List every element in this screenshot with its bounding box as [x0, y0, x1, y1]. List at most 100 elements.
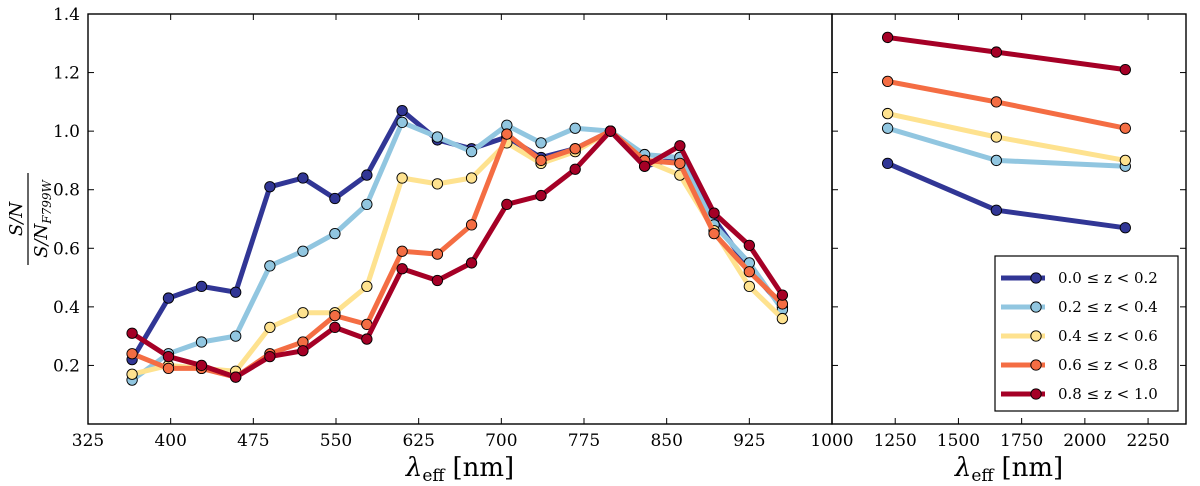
data-point — [465, 219, 478, 231]
data-point — [396, 116, 408, 129]
data-point — [501, 128, 513, 140]
data-point — [638, 160, 651, 172]
data-point — [329, 227, 341, 240]
series-2 — [881, 107, 1131, 167]
data-point — [569, 122, 581, 134]
legend: 0.0 ≤ z < 0.2 0.2 ≤ z < 0.4 0.4 ≤ z < 0.6 0… — [994, 255, 1179, 412]
data-point — [126, 368, 138, 380]
x-tick-label: 1500 — [937, 431, 980, 451]
series-0 — [881, 157, 1131, 234]
legend-marker — [1030, 359, 1042, 371]
data-point — [329, 321, 341, 334]
data-point — [990, 204, 1003, 216]
data-point — [569, 143, 581, 155]
data-point — [465, 172, 478, 184]
data-point — [990, 154, 1003, 167]
data-point — [396, 245, 408, 257]
data-point — [674, 140, 686, 152]
y-axis-label: S/NS/NF799W — [6, 173, 54, 265]
data-point — [361, 198, 373, 211]
data-point — [776, 312, 789, 325]
series-4 — [881, 31, 1131, 76]
data-point — [1119, 154, 1131, 167]
y-tick-label: 0.8 — [53, 181, 80, 201]
y-tick-label: 1.4 — [53, 5, 80, 25]
series-line — [129, 128, 785, 380]
data-point — [881, 31, 894, 44]
series-1 — [881, 122, 1131, 172]
legend-marker — [1030, 301, 1042, 313]
data-point — [195, 280, 208, 293]
data-point — [743, 239, 755, 252]
data-point — [264, 260, 276, 272]
legend-item: 0.6 ≤ z < 0.8 — [1001, 356, 1158, 374]
x-tick-label: 2250 — [1126, 431, 1169, 451]
data-point — [297, 245, 309, 257]
plot-frame-infrared — [831, 13, 1187, 425]
data-point — [743, 266, 755, 278]
data-point — [297, 172, 309, 184]
x-tick-label: 2000 — [1063, 431, 1106, 451]
data-point — [708, 227, 720, 240]
data-point — [990, 96, 1003, 108]
data-point — [1119, 222, 1131, 234]
x-tick-label: 325 — [72, 431, 104, 451]
legend-marker — [1030, 330, 1042, 342]
legend-label: 0.8 ≤ z < 1.0 — [1058, 385, 1158, 403]
data-point — [162, 350, 175, 363]
series-line — [885, 160, 1128, 231]
data-point — [535, 154, 547, 167]
data-point — [881, 75, 894, 88]
data-point — [431, 274, 444, 287]
data-point — [604, 125, 617, 137]
y-label-denominator: S/NF799W — [31, 178, 54, 257]
data-point — [535, 189, 547, 202]
y-tick-label: 1.2 — [53, 64, 80, 84]
data-point — [264, 321, 276, 334]
data-point — [195, 359, 208, 372]
data-point — [126, 348, 138, 360]
data-point — [431, 248, 444, 260]
legend-item: 0.2 ≤ z < 0.4 — [1001, 298, 1158, 316]
series-line — [885, 34, 1128, 73]
series-line — [129, 128, 785, 380]
data-point — [881, 157, 894, 170]
y-tick-label: 0.2 — [53, 356, 80, 376]
data-point — [990, 131, 1003, 143]
legend-label: 0.4 ≤ z < 0.6 — [1058, 327, 1158, 345]
x-tick-label: 1750 — [1000, 431, 1043, 451]
data-point — [535, 137, 547, 149]
data-point — [465, 145, 478, 158]
y-label-numerator: S/N — [6, 201, 27, 236]
data-point — [264, 350, 276, 363]
x-tick-label: 700 — [485, 431, 517, 451]
x-tick-label: 550 — [320, 431, 352, 451]
legend-label: 0.2 ≤ z < 0.4 — [1058, 298, 1158, 316]
data-point — [431, 131, 444, 143]
x-tick-label: 625 — [402, 431, 434, 451]
data-point — [195, 336, 208, 348]
x-tick-label: 1250 — [874, 431, 917, 451]
series-3 — [881, 75, 1131, 134]
data-point — [396, 104, 408, 117]
data-point — [361, 169, 373, 181]
data-point — [1119, 122, 1131, 134]
data-point — [329, 309, 341, 322]
x-tick-label: 850 — [650, 431, 682, 451]
series-line — [129, 128, 785, 377]
data-point — [126, 327, 138, 339]
data-point — [230, 371, 242, 383]
data-point — [162, 362, 175, 375]
x-tick-label: 1000 — [810, 431, 853, 451]
series-4 — [126, 125, 789, 383]
x-tick-label: 925 — [733, 431, 765, 451]
x-axis-label: λeff [nm] — [954, 453, 1063, 486]
data-point — [881, 122, 894, 134]
data-point — [230, 286, 242, 298]
y-tick-label: 0.6 — [53, 239, 80, 259]
legend-item: 0.4 ≤ z < 0.6 — [1001, 327, 1158, 345]
data-point — [708, 207, 720, 219]
data-point — [501, 198, 513, 211]
data-point — [1119, 63, 1131, 76]
